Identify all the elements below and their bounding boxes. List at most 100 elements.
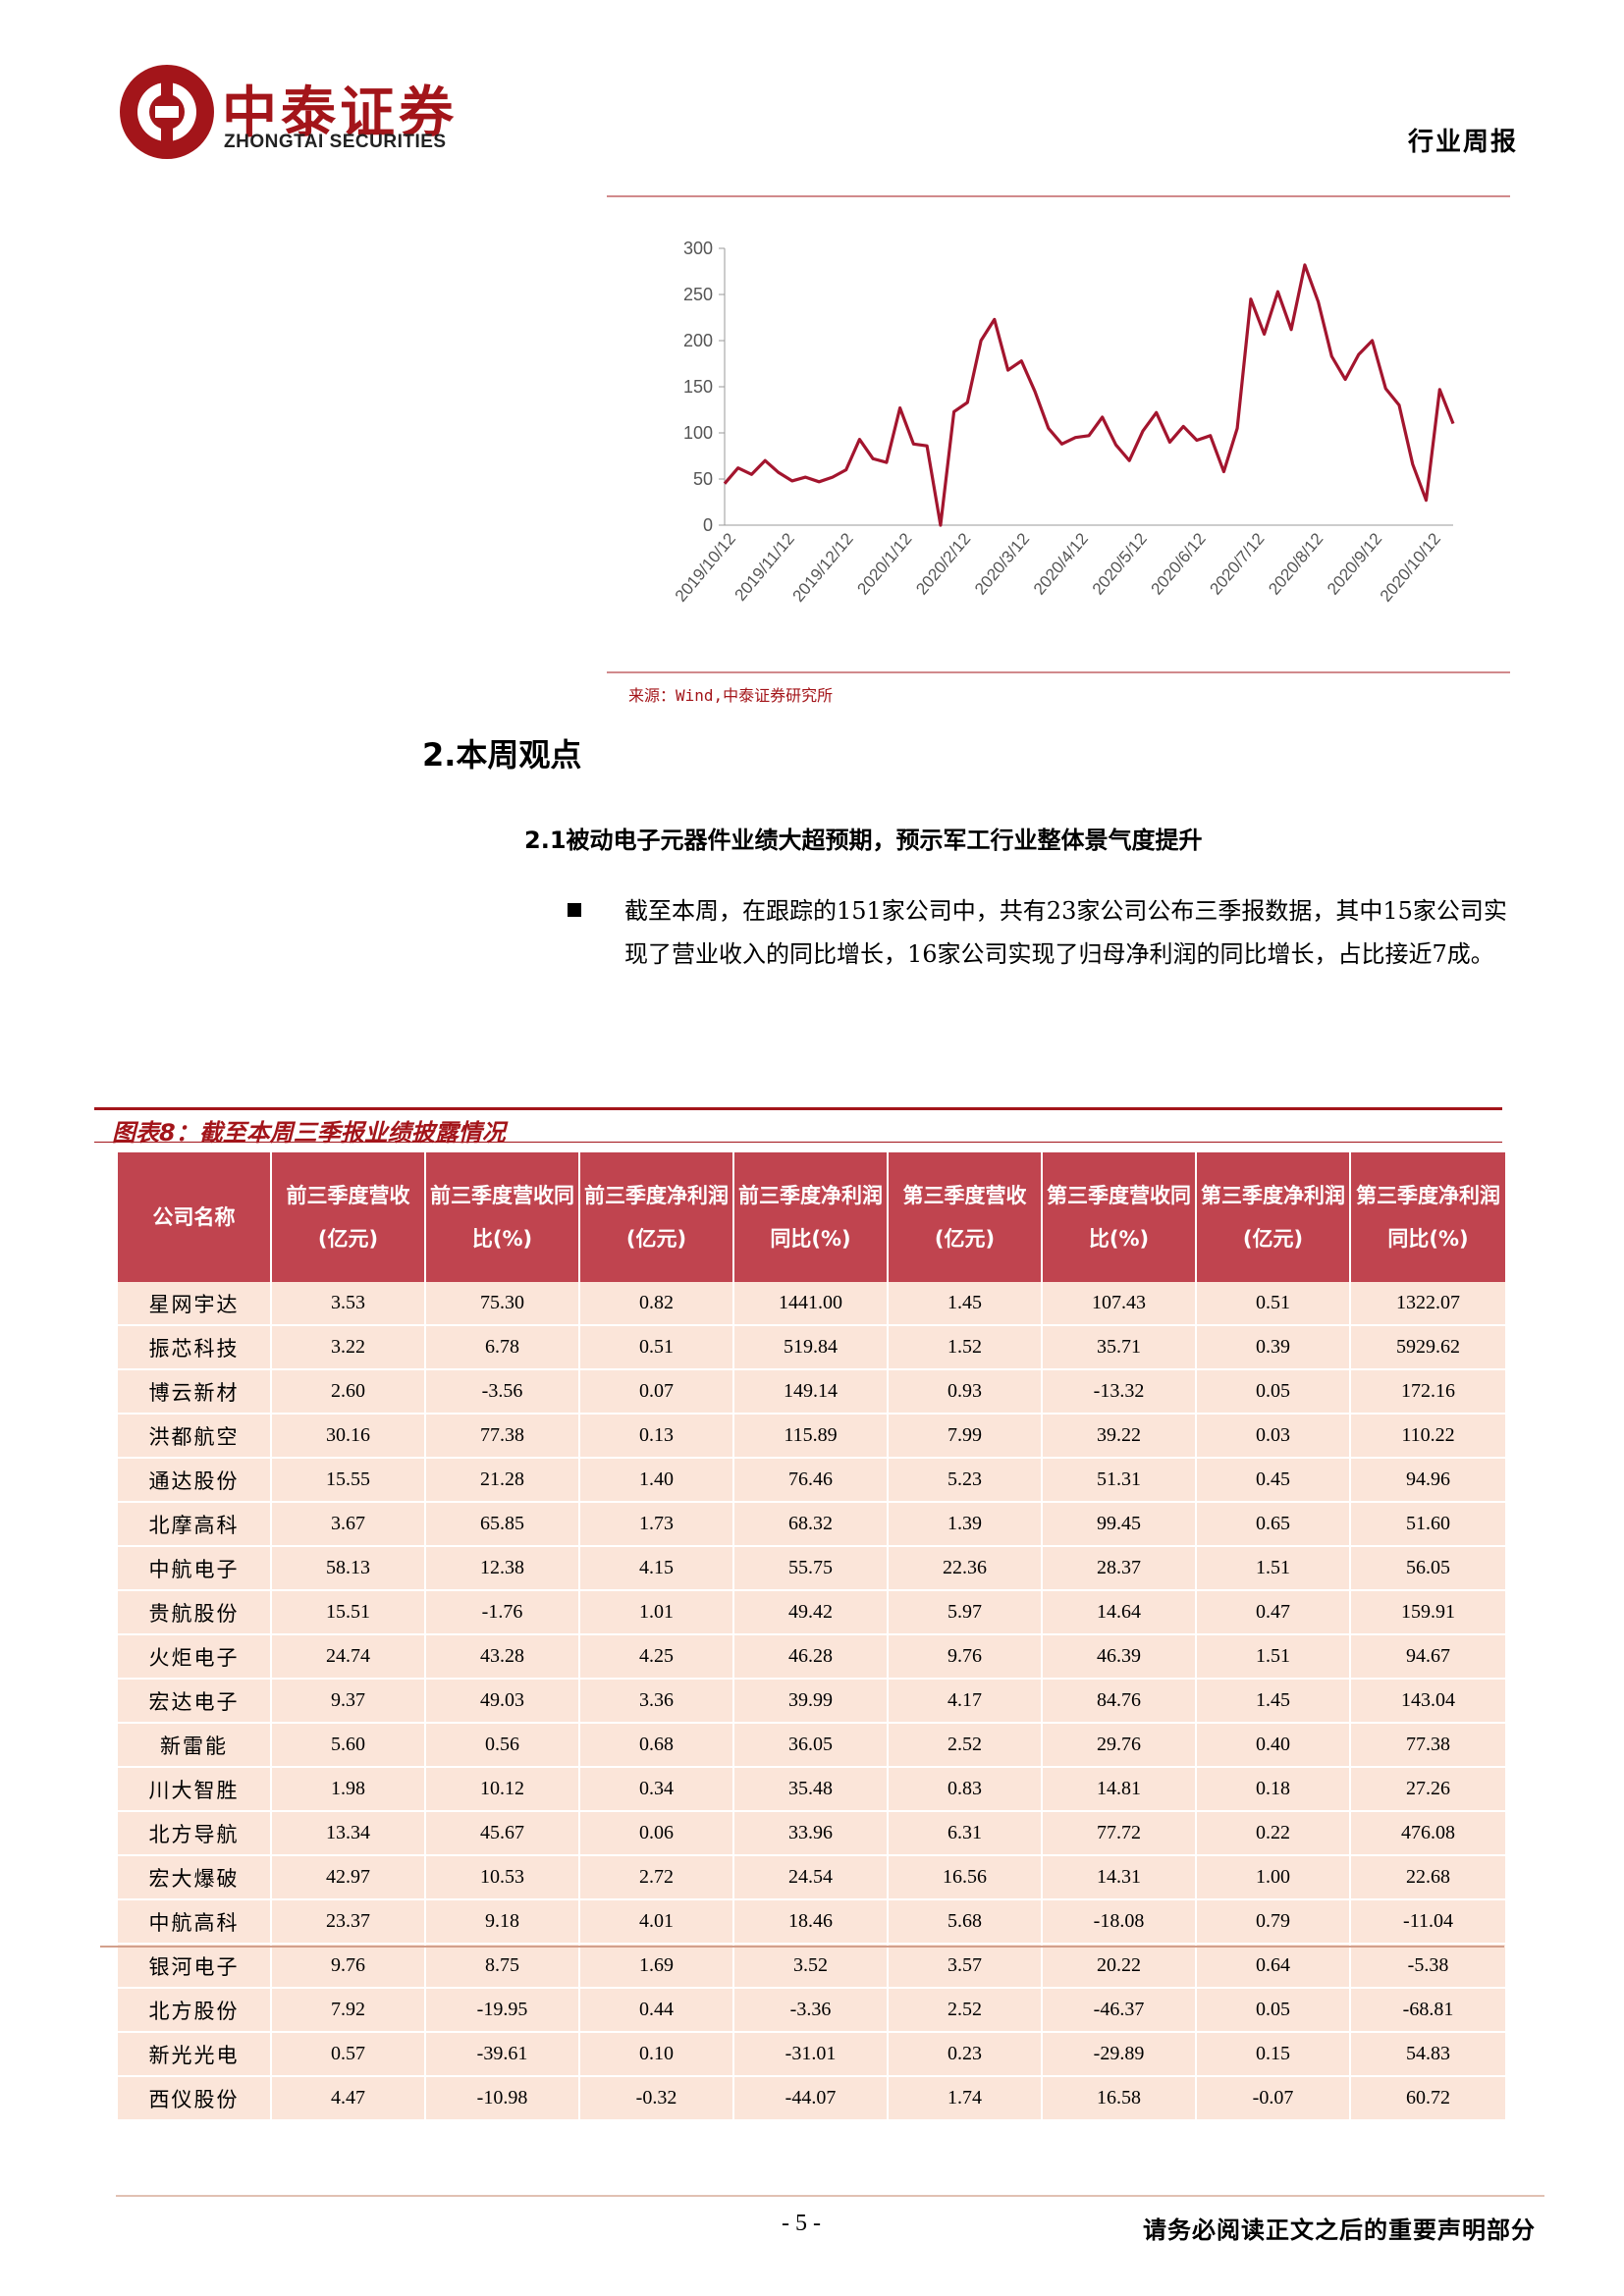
table-row: 北摩高科 3.67 65.85 1.73 68.32 1.39 99.45 0.65 51.60 bbox=[118, 1502, 1507, 1547]
table-cell: 3.36 bbox=[579, 1679, 734, 1724]
table-cell: 55.75 bbox=[733, 1546, 889, 1591]
table-header-cell: 前三季度净利润(亿元) bbox=[579, 1152, 734, 1282]
footer-disclaimer: 请务必阅读正文之后的重要声明部分 bbox=[1143, 2216, 1536, 2244]
table-cell: 0.18 bbox=[1196, 1767, 1351, 1812]
table-cell: 9.76 bbox=[271, 1944, 426, 1989]
table-cell: 0.93 bbox=[888, 1369, 1043, 1415]
table-cell: -19.95 bbox=[425, 1988, 580, 2033]
table-cell: 56.05 bbox=[1350, 1546, 1507, 1591]
table-row: 中航电子 58.13 12.38 4.15 55.75 22.36 28.37 1.51 56.… bbox=[118, 1546, 1507, 1591]
table-cell: 46.39 bbox=[1042, 1634, 1197, 1680]
table-cell: 2.60 bbox=[271, 1369, 426, 1415]
table-cell: 1.40 bbox=[579, 1458, 734, 1503]
table-cell: 24.54 bbox=[733, 1855, 889, 1900]
table-cell: 1.52 bbox=[888, 1325, 1043, 1370]
table-cell: 1.51 bbox=[1196, 1546, 1351, 1591]
table-cell: 45.67 bbox=[425, 1811, 580, 1856]
table-cell: 18.46 bbox=[733, 1899, 889, 1945]
table-cell: 0.23 bbox=[888, 2032, 1043, 2077]
table-row: 银河电子 9.76 8.75 1.69 3.52 3.57 20.22 0.64 -5.38 bbox=[118, 1944, 1507, 1989]
table-title-bar bbox=[94, 1107, 1502, 1143]
table-cell: 94.67 bbox=[1350, 1634, 1507, 1680]
table-body: 星网宇达 3.53 75.30 0.82 1441.00 1.45 107.43 0.51 13… bbox=[118, 1282, 1507, 2121]
table-cell: 3.52 bbox=[733, 1944, 889, 1989]
table-cell: 28.37 bbox=[1042, 1546, 1197, 1591]
table-cell: 1.74 bbox=[888, 2076, 1043, 2121]
table-cell: 49.03 bbox=[425, 1679, 580, 1724]
table-cell: 9.76 bbox=[888, 1634, 1043, 1680]
table-cell: 1.51 bbox=[1196, 1634, 1351, 1680]
table-row: 洪都航空 30.16 77.38 0.13 115.89 7.99 39.22 0.03 110… bbox=[118, 1414, 1507, 1459]
table-cell: 4.17 bbox=[888, 1679, 1043, 1724]
table-cell: 29.76 bbox=[1042, 1723, 1197, 1768]
table-cell: 0.39 bbox=[1196, 1325, 1351, 1370]
table-cell: 1.69 bbox=[579, 1944, 734, 1989]
table-cell: 24.74 bbox=[271, 1634, 426, 1680]
table-row: 中航高科 23.37 9.18 4.01 18.46 5.68 -18.08 0.79 -11.… bbox=[118, 1899, 1507, 1945]
company-name-cell: 通达股份 bbox=[118, 1458, 272, 1503]
table-cell: 42.97 bbox=[271, 1855, 426, 1900]
table-cell: 172.16 bbox=[1350, 1369, 1507, 1415]
table-cell: 39.99 bbox=[733, 1679, 889, 1724]
company-name-cell: 中航电子 bbox=[118, 1546, 272, 1591]
table-cell: -39.61 bbox=[425, 2032, 580, 2077]
table-cell: 0.05 bbox=[1196, 1988, 1351, 2033]
table-cell: -68.81 bbox=[1350, 1988, 1507, 2033]
page-number: - 5 - bbox=[782, 2211, 821, 2236]
x-tick-label: 2020/1/12 bbox=[853, 529, 915, 598]
x-tick-label: 2020/3/12 bbox=[971, 529, 1033, 598]
company-name-cell: 洪都航空 bbox=[118, 1414, 272, 1459]
table-cell: 77.72 bbox=[1042, 1811, 1197, 1856]
table-cell: 4.01 bbox=[579, 1899, 734, 1945]
table-cell: 43.28 bbox=[425, 1634, 580, 1680]
table-header-cell: 第三季度营收(亿元) bbox=[888, 1152, 1043, 1282]
table-cell: 35.48 bbox=[733, 1767, 889, 1812]
table-row: 北方股份 7.92 -19.95 0.44 -3.36 2.52 -46.37 0.05 -68… bbox=[118, 1988, 1507, 2033]
table-cell: 20.22 bbox=[1042, 1944, 1197, 1989]
table-cell: 1.00 bbox=[1196, 1855, 1351, 1900]
company-name-cell: 振芯科技 bbox=[118, 1325, 272, 1370]
table-cell: 143.04 bbox=[1350, 1679, 1507, 1724]
table-cell: -18.08 bbox=[1042, 1899, 1197, 1945]
table-cell: 7.99 bbox=[888, 1414, 1043, 1459]
section-title: 2.本周观点 bbox=[422, 736, 582, 774]
table-cell: 0.03 bbox=[1196, 1414, 1351, 1459]
table-cell: 9.37 bbox=[271, 1679, 426, 1724]
x-tick-label: 2020/8/12 bbox=[1265, 529, 1326, 598]
table-cell: -13.32 bbox=[1042, 1369, 1197, 1415]
y-tick-label: 300 bbox=[683, 239, 713, 258]
table-cell: 94.96 bbox=[1350, 1458, 1507, 1503]
table-cell: 51.60 bbox=[1350, 1502, 1507, 1547]
table-cell: 9.18 bbox=[425, 1899, 580, 1945]
table-row: 北方导航 13.34 45.67 0.06 33.96 6.31 77.72 0.22 476.… bbox=[118, 1811, 1507, 1856]
table-cell: -3.56 bbox=[425, 1369, 580, 1415]
table-cell: -10.98 bbox=[425, 2076, 580, 2121]
table-header-cell: 第三季度净利润(亿元) bbox=[1196, 1152, 1351, 1282]
table-cell: 2.72 bbox=[579, 1855, 734, 1900]
table-cell: 0.65 bbox=[1196, 1502, 1351, 1547]
table-cell: 10.12 bbox=[425, 1767, 580, 1812]
table-cell: 149.14 bbox=[733, 1369, 889, 1415]
table-cell: 6.78 bbox=[425, 1325, 580, 1370]
table-row: 宏达电子 9.37 49.03 3.36 39.99 4.17 84.76 1.45 143.0… bbox=[118, 1679, 1507, 1724]
table-row: 川大智胜 1.98 10.12 0.34 35.48 0.83 14.81 0.18 27.26 bbox=[118, 1767, 1507, 1812]
table-cell: 0.64 bbox=[1196, 1944, 1351, 1989]
table-cell: 16.56 bbox=[888, 1855, 1043, 1900]
table-cell: 1.98 bbox=[271, 1767, 426, 1812]
x-tick-label: 2020/9/12 bbox=[1324, 529, 1385, 598]
table-cell: 58.13 bbox=[271, 1546, 426, 1591]
table-cell: 4.15 bbox=[579, 1546, 734, 1591]
table-row: 新雷能 5.60 0.56 0.68 36.05 2.52 29.76 0.40 77.38 bbox=[118, 1723, 1507, 1768]
table-cell: 14.31 bbox=[1042, 1855, 1197, 1900]
table-cell: -46.37 bbox=[1042, 1988, 1197, 2033]
company-logo bbox=[120, 65, 214, 159]
table-cell: 30.16 bbox=[271, 1414, 426, 1459]
table-cell: 22.68 bbox=[1350, 1855, 1507, 1900]
table-header-cell: 前三季度净利润同比(%) bbox=[733, 1152, 889, 1282]
table-cell: 0.47 bbox=[1196, 1590, 1351, 1635]
table-cell: 115.89 bbox=[733, 1414, 889, 1459]
table-cell: 519.84 bbox=[733, 1325, 889, 1370]
table-cell: 5.60 bbox=[271, 1723, 426, 1768]
table-cell: 0.51 bbox=[1196, 1282, 1351, 1326]
table-cell: 99.45 bbox=[1042, 1502, 1197, 1547]
